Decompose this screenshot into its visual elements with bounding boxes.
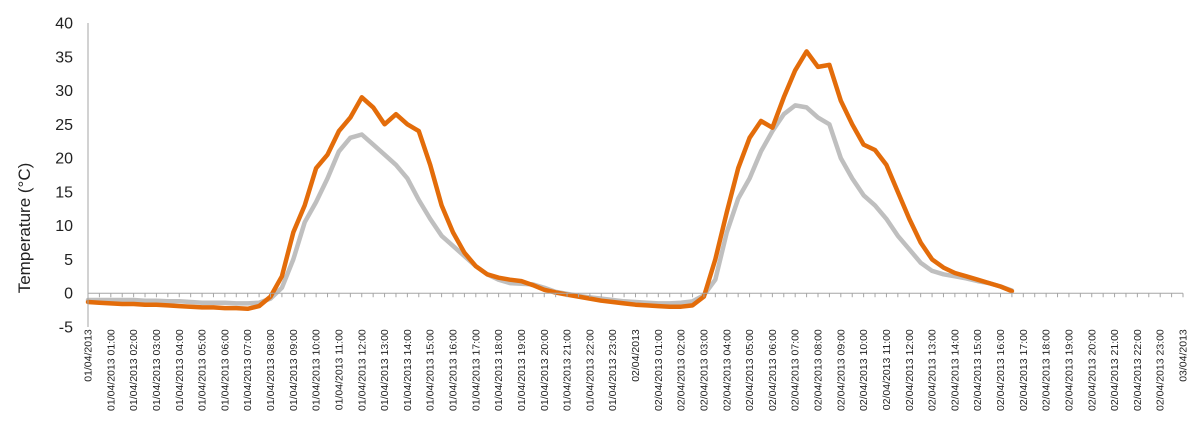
- y-tick-label: 0: [64, 286, 73, 303]
- x-tick-label: 02/04/2013 18:00: [1041, 329, 1053, 411]
- x-tick-label: 01/04/2013 22:00: [584, 329, 596, 411]
- x-tick-label: 02/04/2013 01:00: [653, 329, 665, 411]
- y-tick-label: 30: [55, 83, 73, 100]
- y-tick-label: 20: [55, 151, 73, 168]
- x-tick-label: 01/04/2013 01:00: [105, 329, 117, 411]
- x-tick-label: 01/04/2013: [83, 329, 95, 382]
- x-tick-label: 02/04/2013 16:00: [995, 329, 1007, 411]
- y-axis-title: Temperature (°C): [15, 163, 34, 294]
- y-tick-label: 15: [55, 184, 73, 201]
- x-tick-label: 02/04/2013 04:00: [721, 329, 733, 411]
- y-tick-label: 40: [55, 16, 73, 33]
- x-tick-label: 01/04/2013 20:00: [539, 329, 551, 411]
- x-tick-label: 01/04/2013 23:00: [607, 329, 619, 411]
- x-tick-label: 02/04/2013 05:00: [744, 329, 756, 411]
- y-tick-label: 5: [64, 252, 73, 269]
- x-tick-label: 01/04/2013 18:00: [493, 329, 505, 411]
- x-tick-label: 01/04/2013 04:00: [174, 329, 186, 411]
- x-tick-label: 02/04/2013 07:00: [790, 329, 802, 411]
- y-tick-labels: -5 0 5 10 15 20 25 30 35 40: [55, 16, 73, 337]
- x-tick-label: 02/04/2013 23:00: [1155, 329, 1167, 411]
- x-tick-label: 01/04/2013 07:00: [242, 329, 254, 411]
- x-tick-label: 02/04/2013 13:00: [927, 329, 939, 411]
- x-tick-label: 01/04/2013 21:00: [562, 329, 574, 411]
- x-tick-label: 01/04/2013 10:00: [311, 329, 323, 411]
- x-tick-label: 02/04/2013 10:00: [858, 329, 870, 411]
- x-tick-label: 01/04/2013 03:00: [151, 329, 163, 411]
- x-tick-label: 01/04/2013 17:00: [470, 329, 482, 411]
- x-tick-label: 01/04/2013 05:00: [197, 329, 209, 411]
- x-tick-label: 02/04/2013 20:00: [1086, 329, 1098, 411]
- y-tick-label: -5: [59, 320, 73, 337]
- x-tick-label: 02/04/2013 02:00: [676, 329, 688, 411]
- x-tick-label: 02/04/2013 08:00: [813, 329, 825, 411]
- x-tick-labels: 01/04/2013 01/04/2013 01:00 01/04/2013 02:…: [83, 329, 1188, 411]
- x-tick-label: 02/04/2013 12:00: [904, 329, 916, 411]
- y-tick-label: 25: [55, 117, 73, 134]
- x-tick-label: 01/04/2013 09:00: [288, 329, 300, 411]
- y-tick-label: 10: [55, 218, 73, 235]
- y-tick-label: 35: [55, 49, 73, 66]
- series-line-1: [85, 49, 1015, 312]
- x-tick-label: 02/04/2013 09:00: [835, 329, 847, 411]
- x-tick-label: 01/04/2013 06:00: [219, 329, 231, 411]
- x-tick-label: 01/04/2013 14:00: [402, 329, 414, 411]
- x-tick-label: 02/04/2013 06:00: [767, 329, 779, 411]
- x-tick-label: 02/04/2013 11:00: [881, 329, 893, 410]
- x-tick-label: 02/04/2013 22:00: [1132, 329, 1144, 411]
- x-tick-label: 01/04/2013 02:00: [128, 329, 140, 411]
- x-tick-label: 02/04/2013 21:00: [1109, 329, 1121, 411]
- x-tick-label: 01/04/2013 13:00: [379, 329, 391, 411]
- series-line-2: [85, 103, 1015, 306]
- x-tick-label: 02/04/2013 17:00: [1018, 329, 1030, 411]
- x-tick-label: 02/04/2013: [630, 329, 642, 382]
- x-tick-label: 01/04/2013 12:00: [356, 329, 368, 411]
- series-lines: [85, 49, 1015, 312]
- x-tick-label: 03/04/2013: [1178, 329, 1188, 382]
- x-tick-label: 01/04/2013 08:00: [265, 329, 277, 411]
- x-tick-label: 02/04/2013 03:00: [698, 329, 710, 411]
- x-tick-label: 01/04/2013 11:00: [333, 329, 345, 410]
- x-tick-label: 02/04/2013 19:00: [1063, 329, 1075, 411]
- x-tick-label: 01/04/2013 16:00: [448, 329, 460, 411]
- x-tick-label: 01/04/2013 19:00: [516, 329, 528, 411]
- x-axis: [87, 23, 1184, 327]
- x-tick-label: 02/04/2013 15:00: [972, 329, 984, 411]
- x-tick-label: 01/04/2013 15:00: [425, 329, 437, 411]
- x-tick-label: 02/04/2013 14:00: [949, 329, 961, 411]
